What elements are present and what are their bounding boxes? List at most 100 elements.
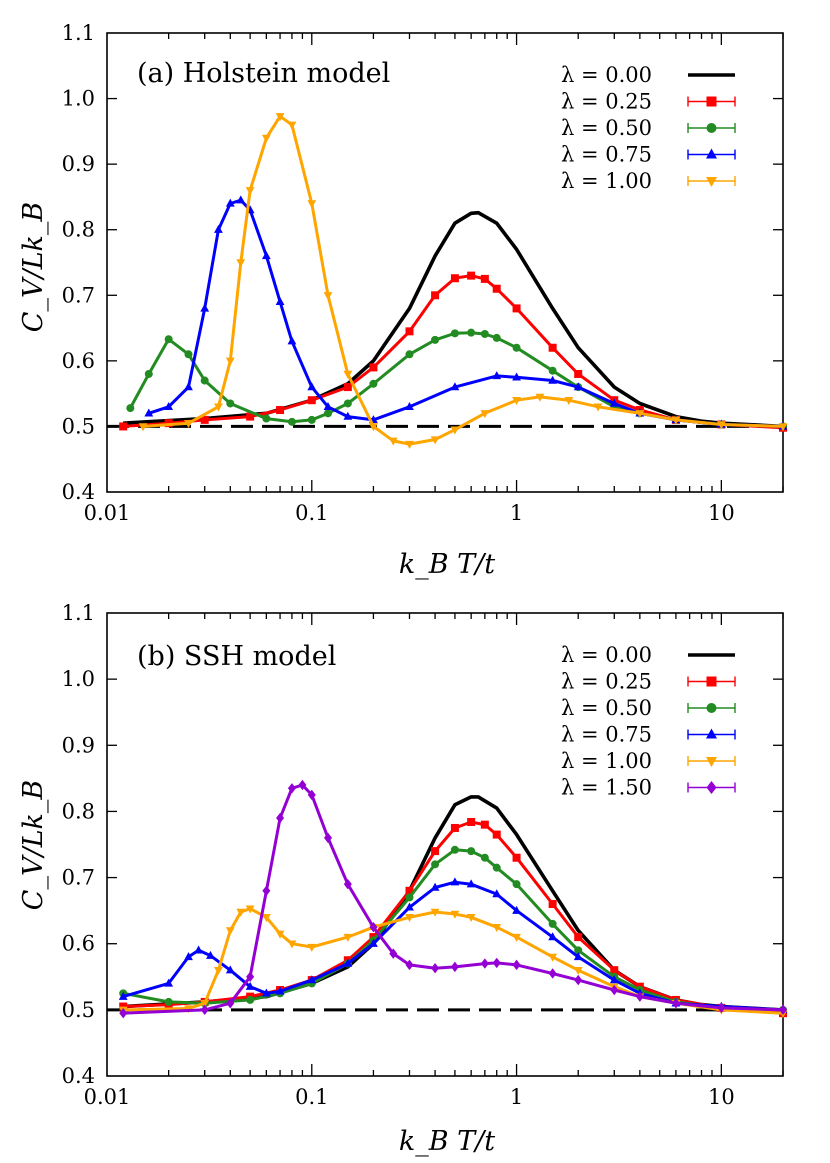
holstein-data-point bbox=[635, 410, 645, 419]
ssh-legend: λ = 0.00 λ = 0.25λ = 0.50 λ = 0.75λ = 1.00… bbox=[561, 643, 736, 800]
ssh-data-point bbox=[298, 779, 307, 791]
ssh-data-point bbox=[405, 893, 414, 902]
ssh-data-point bbox=[548, 919, 557, 928]
holstein-data-point bbox=[164, 401, 174, 410]
panel-holstein-xlabel: k_B T/t bbox=[399, 549, 495, 580]
ssh-data-point bbox=[466, 914, 476, 923]
ssh-legend-label: λ = 0.25 bbox=[561, 670, 652, 694]
ssh-data-point bbox=[430, 908, 440, 917]
ssh-legend-marker bbox=[706, 703, 717, 713]
holstein-legend-label: λ = 0.25 bbox=[561, 90, 652, 114]
holstein-data-point bbox=[492, 371, 502, 380]
ssh-data-point bbox=[405, 902, 414, 911]
holstein-ytick-label: 1.1 bbox=[62, 21, 95, 45]
holstein-data-point bbox=[323, 409, 332, 418]
holstein-data-point bbox=[287, 417, 296, 426]
holstein-data-point bbox=[184, 382, 193, 391]
ssh-series-5 bbox=[119, 779, 787, 1019]
ssh-data-point bbox=[369, 921, 378, 933]
holstein-data-point bbox=[778, 423, 788, 432]
ssh-data-point bbox=[405, 886, 414, 895]
holstein-legend-marker bbox=[706, 123, 717, 133]
ssh-data-point bbox=[512, 853, 521, 862]
holstein-series-3 bbox=[144, 195, 788, 430]
ssh-data-point bbox=[450, 877, 460, 886]
ssh-data-point bbox=[323, 832, 332, 844]
holstein-data-point bbox=[369, 363, 378, 372]
holstein-legend-label: λ = 1.00 bbox=[561, 169, 652, 193]
holstein-data-point bbox=[431, 335, 440, 344]
ssh-data-point bbox=[480, 853, 489, 862]
holstein-data-point bbox=[535, 393, 545, 402]
ssh-data-point bbox=[245, 981, 255, 990]
holstein-ytick-label: 0.6 bbox=[62, 349, 95, 373]
holstein-data-point bbox=[467, 328, 476, 337]
panel-ssh-xlabel: k_B T/t bbox=[399, 1126, 495, 1157]
ssh-data-point bbox=[389, 948, 398, 959]
ssh-series-2 bbox=[119, 845, 787, 1014]
holstein-data-point bbox=[307, 396, 316, 405]
panel-holstein-title: (a) Holstein model bbox=[137, 58, 390, 89]
ssh-series-line bbox=[123, 783, 784, 1015]
ssh-data-point bbox=[548, 900, 557, 909]
ssh-data-point bbox=[574, 946, 583, 955]
holstein-data-point bbox=[609, 398, 619, 407]
ssh-ytick-label: 1.1 bbox=[62, 601, 95, 625]
ssh-data-point bbox=[635, 991, 644, 1002]
ssh-ytick-label: 0.6 bbox=[62, 932, 95, 956]
ssh-data-point bbox=[246, 995, 255, 1004]
holstein-data-point bbox=[126, 404, 135, 413]
ssh-data-point bbox=[717, 1002, 726, 1014]
ssh-legend-marker bbox=[706, 728, 717, 739]
ssh-data-point bbox=[574, 974, 583, 986]
holstein-series-line bbox=[123, 274, 784, 430]
ssh-data-point bbox=[276, 812, 285, 824]
holstein-data-point bbox=[287, 121, 297, 130]
holstein-data-point bbox=[431, 291, 440, 300]
ssh-ytick-label: 0.9 bbox=[62, 733, 95, 757]
holstein-data-point bbox=[450, 382, 460, 391]
holstein-legend-marker bbox=[706, 148, 717, 159]
ssh-data-point bbox=[194, 945, 203, 954]
ssh-data-point bbox=[480, 958, 489, 969]
holstein-data-point bbox=[261, 251, 271, 260]
ssh-data-point bbox=[671, 998, 680, 1009]
holstein-data-point bbox=[716, 421, 726, 430]
ssh-data-point bbox=[119, 1002, 128, 1011]
ssh-legend-label: λ = 0.75 bbox=[561, 723, 652, 747]
ssh-xtick-label: 1 bbox=[510, 1085, 523, 1109]
holstein-data-point bbox=[405, 327, 414, 336]
holstein-data-point bbox=[275, 113, 285, 122]
holstein-data-point bbox=[512, 343, 521, 352]
ssh-data-point bbox=[512, 880, 521, 889]
ssh-data-point bbox=[275, 930, 285, 939]
holstein-ytick-label: 0.4 bbox=[62, 480, 95, 504]
holstein-ytick-label: 0.7 bbox=[62, 283, 95, 307]
holstein-data-point bbox=[245, 187, 255, 196]
holstein-data-point bbox=[261, 134, 271, 143]
ssh-ytick-label: 0.4 bbox=[62, 1064, 95, 1088]
panel-ssh-title: (b) SSH model bbox=[137, 641, 336, 672]
ssh-data-point bbox=[343, 878, 352, 890]
ssh-data-point bbox=[467, 847, 476, 856]
ssh-data-point bbox=[492, 830, 501, 839]
holstein-data-point bbox=[246, 412, 255, 421]
holstein-data-point bbox=[388, 437, 398, 446]
ssh-data-point bbox=[287, 783, 296, 794]
holstein-plot-frame bbox=[106, 32, 784, 493]
ssh-data-point bbox=[343, 933, 353, 942]
holstein-xtick-label: 10 bbox=[708, 501, 735, 525]
ssh-data-point bbox=[512, 933, 521, 942]
ssh-xtick-label: 0.01 bbox=[84, 1085, 131, 1109]
holstein-data-point bbox=[450, 329, 459, 338]
holstein-data-point bbox=[200, 376, 209, 385]
ssh-legend-label: λ = 0.00 bbox=[561, 643, 652, 667]
holstein-data-point bbox=[548, 366, 557, 375]
holstein-ytick-label: 0.5 bbox=[62, 414, 95, 438]
holstein-data-point bbox=[343, 383, 352, 392]
ssh-data-point bbox=[200, 1004, 209, 1016]
ssh-ytick-label: 0.8 bbox=[62, 799, 95, 823]
holstein-data-point bbox=[307, 415, 316, 424]
ssh-data-point bbox=[466, 879, 476, 888]
